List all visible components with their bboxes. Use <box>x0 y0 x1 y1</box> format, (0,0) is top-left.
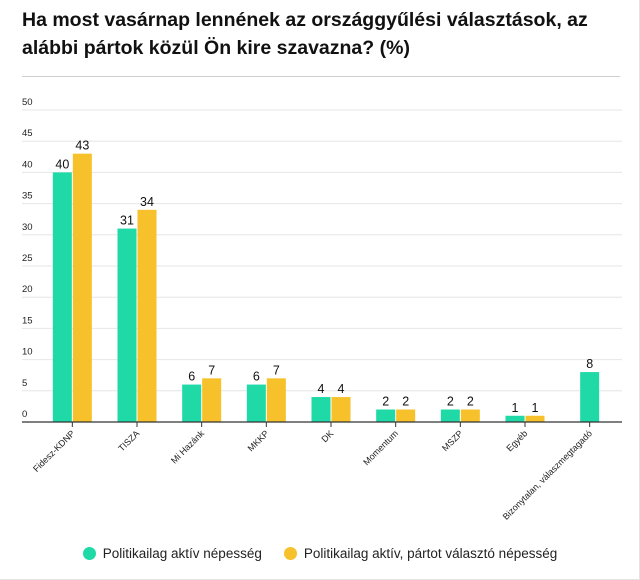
bar-1 <box>246 384 266 422</box>
data-label: 2 <box>447 395 454 409</box>
x-tick-label: Momentum <box>361 428 400 467</box>
data-label: 2 <box>382 395 389 409</box>
bar-2 <box>525 415 545 422</box>
bar-1 <box>311 397 331 422</box>
data-label: 31 <box>120 214 134 228</box>
legend-label-series-2: Politikailag aktív, pártot választó népe… <box>303 546 558 561</box>
data-label: 7 <box>208 363 215 377</box>
bar-1 <box>182 384 202 422</box>
y-tick-label: 45 <box>22 128 33 139</box>
y-tick-label: 35 <box>22 191 33 202</box>
x-tick-label: MSZP <box>440 428 465 453</box>
chart-title: Ha most vasárnap lennének az országgyűlé… <box>22 9 588 59</box>
gridlines <box>22 109 622 392</box>
data-label: 1 <box>532 401 539 415</box>
y-tick-label: 50 <box>22 97 33 108</box>
bar-2 <box>460 409 480 422</box>
data-label: 6 <box>253 370 260 384</box>
data-label: 6 <box>188 370 195 384</box>
data-label: 2 <box>467 395 474 409</box>
bar-1 <box>376 409 396 422</box>
x-tick-label: Egyéb <box>504 428 529 453</box>
bar-2 <box>137 209 157 422</box>
y-tick-label: 15 <box>22 315 33 326</box>
legend-label-series-1: Politikailag aktív népesség <box>102 546 262 561</box>
bar-2 <box>396 409 416 422</box>
bar-2 <box>202 378 222 422</box>
y-tick-label: 20 <box>22 284 33 295</box>
data-label: 34 <box>140 195 154 209</box>
legend-swatch-series-2 <box>283 547 297 560</box>
y-tick-label: 0 <box>22 409 27 420</box>
y-axis-ticks: 0 5 10 15 20 25 30 35 40 45 50 <box>22 97 33 420</box>
x-tick-label: MKKP <box>246 428 271 453</box>
y-tick-label: 25 <box>22 253 33 264</box>
y-tick-label: 10 <box>22 347 33 358</box>
data-label: 40 <box>55 157 69 171</box>
data-label: 4 <box>318 382 325 396</box>
bar-1 <box>505 415 525 422</box>
legend: Politikailag aktív népesség Politikailag… <box>0 546 640 561</box>
bar-1 <box>52 172 72 422</box>
bar-2 <box>72 153 92 422</box>
legend-item-series-1[interactable]: Politikailag aktív népesség <box>82 546 262 561</box>
x-axis-ticks: Fidesz-KDNP TISZA Mi Hazánk MKKP DK Momentum M… <box>31 422 594 522</box>
x-tick-label: DK <box>319 428 335 444</box>
data-label: 7 <box>273 363 280 377</box>
bar-1 <box>580 372 600 422</box>
data-label: 2 <box>402 395 409 409</box>
y-tick-label: 40 <box>22 159 33 170</box>
bar-2 <box>331 397 351 422</box>
x-tick-label: Fidesz-KDNP <box>31 428 77 474</box>
y-tick-label: 5 <box>22 378 27 389</box>
x-tick-label: TISZA <box>116 428 141 453</box>
data-label: 1 <box>512 401 519 415</box>
legend-item-series-2[interactable]: Politikailag aktív, pártot választó népe… <box>283 546 558 561</box>
y-tick-label: 30 <box>22 222 33 233</box>
bar-1 <box>440 409 460 422</box>
bar-1 <box>117 228 137 422</box>
legend-swatch-series-1 <box>82 547 96 560</box>
data-label: 43 <box>75 139 89 153</box>
bar-2 <box>266 378 286 422</box>
data-label: 8 <box>586 357 593 371</box>
data-label: 4 <box>338 382 345 396</box>
x-tick-label: Mi Hazánk <box>169 428 206 465</box>
title-divider <box>22 76 620 77</box>
